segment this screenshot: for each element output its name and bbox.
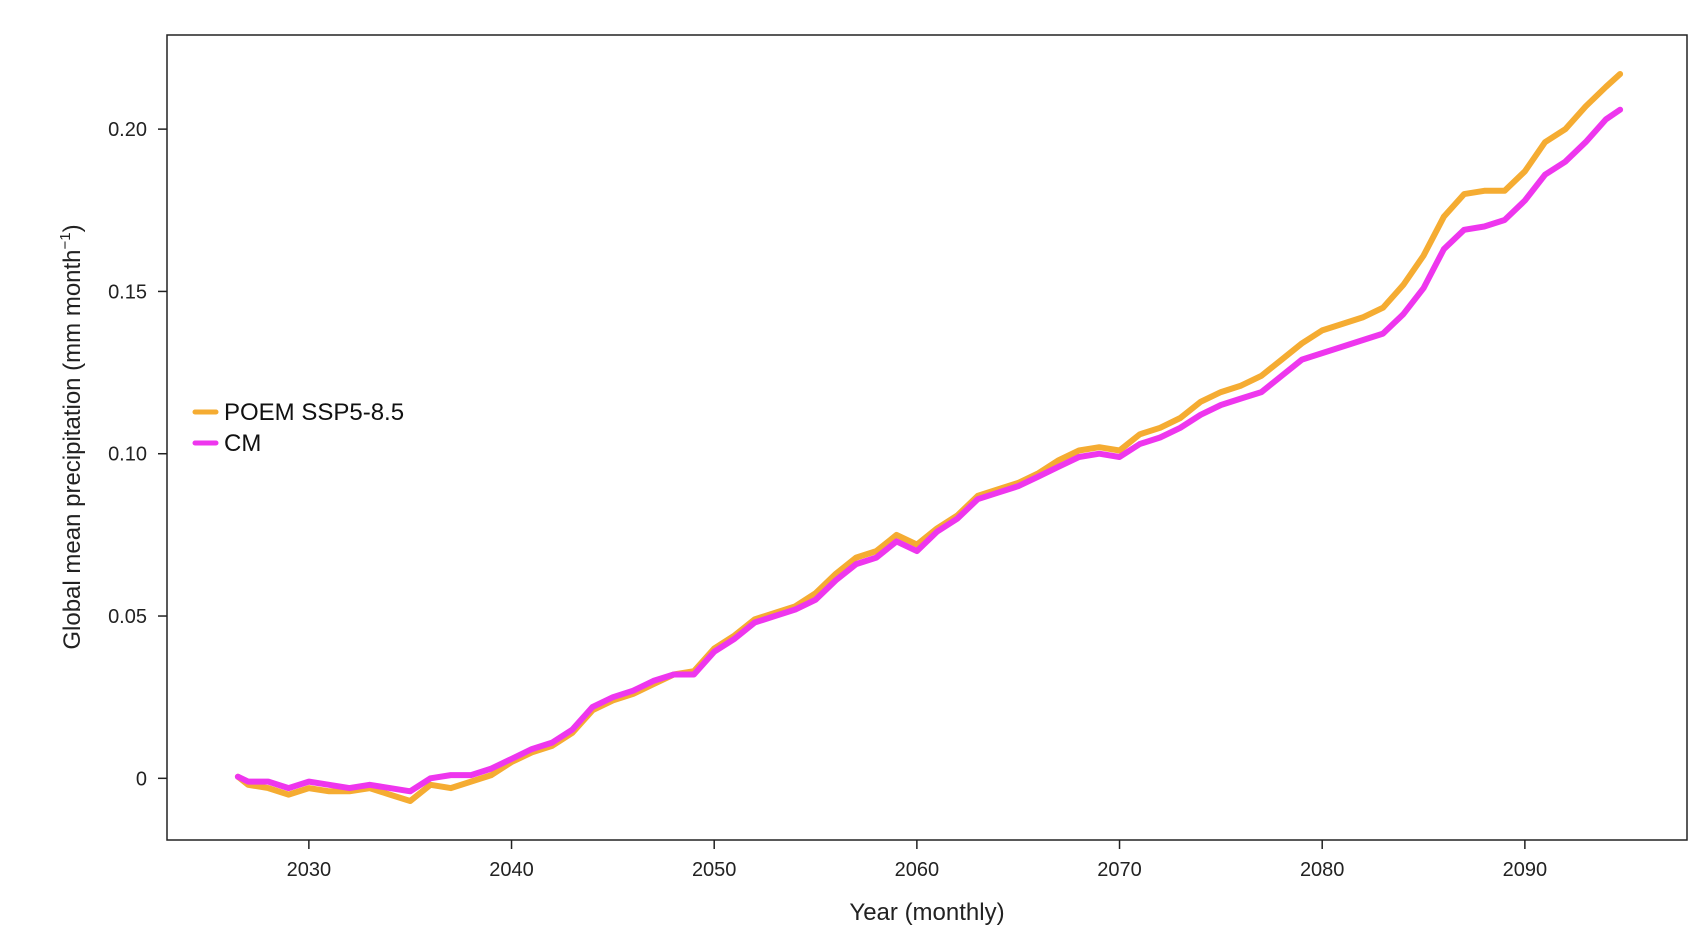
x-axis-title: Year (monthly) bbox=[849, 899, 1004, 925]
y-tick-label: 0.05 bbox=[108, 606, 147, 628]
x-tick-label: 2060 bbox=[895, 859, 940, 881]
plot-frame bbox=[166, 34, 1688, 841]
y-tick-label: 0 bbox=[136, 768, 147, 790]
legend-label-poem: POEM SSP5-8.5 bbox=[224, 399, 404, 426]
x-tick-label: 2090 bbox=[1503, 859, 1548, 881]
y-tick-label: 0.15 bbox=[108, 281, 147, 303]
series-lines bbox=[234, 71, 1624, 804]
x-axis: 2030 2040 2050 2060 2070 2080 2090 bbox=[287, 840, 1548, 881]
series-line-poem-ssp5-85 bbox=[234, 71, 1624, 804]
y-axis-title-close: ) bbox=[59, 224, 86, 232]
y-tick-label: 0.10 bbox=[108, 444, 147, 466]
x-tick-label: 2080 bbox=[1300, 859, 1345, 881]
legend-label-cm: CM bbox=[224, 430, 261, 457]
x-tick-label: 2050 bbox=[692, 859, 737, 881]
y-axis-title: Global mean precipitation (mm month−1) bbox=[57, 224, 86, 649]
x-tick-label: 2040 bbox=[489, 859, 534, 881]
y-axis: 0 0.05 0.10 0.15 0.20 bbox=[108, 119, 167, 790]
y-tick-label: 0.20 bbox=[108, 119, 147, 141]
series-line-cm bbox=[234, 106, 1624, 795]
x-tick-label: 2070 bbox=[1097, 859, 1142, 881]
x-tick-label: 2030 bbox=[287, 859, 332, 881]
legend: POEM SSP5-8.5 CM bbox=[192, 399, 404, 457]
y-axis-title-superscript: −1 bbox=[57, 232, 74, 249]
y-axis-title-main: Global mean precipitation (mm month bbox=[59, 249, 86, 649]
